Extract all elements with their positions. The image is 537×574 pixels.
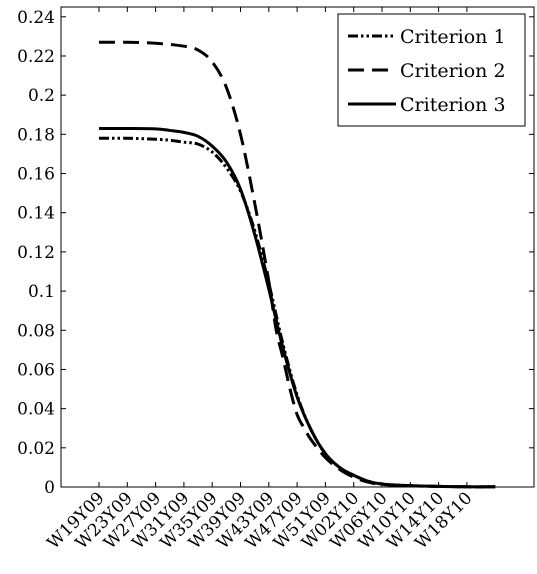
series-lines <box>98 40 496 489</box>
y-tick-label: 0.22 <box>17 47 55 67</box>
legend: Criterion 1 Criterion 2 Criterion 3 <box>337 13 526 127</box>
legend-label-criterion-1: Criterion 1 <box>400 26 506 48</box>
y-tick-label: 0.08 <box>17 321 55 341</box>
series-line-criterion-2 <box>98 40 496 489</box>
legend-label-criterion-3: Criterion 3 <box>400 94 506 116</box>
series-line-criterion-1 <box>98 136 496 489</box>
y-tick-label: 0.18 <box>17 125 55 145</box>
y-tick-label: 0.1 <box>28 282 55 302</box>
legend-label-criterion-2: Criterion 2 <box>400 60 506 82</box>
y-tick-label: 0.24 <box>17 8 55 28</box>
y-tick-label: 0.2 <box>28 86 55 106</box>
y-tick-label: 0.04 <box>17 400 55 420</box>
y-tick-label: 0.14 <box>17 204 55 224</box>
series-line-criterion-3 <box>98 126 496 489</box>
legend-box <box>337 13 526 127</box>
y-tick-label: 0 <box>44 478 55 498</box>
y-axis: 0 0.02 0.04 0.06 0.08 0.1 0.12 0.14 0.16 0.18 0.2 0… <box>17 8 534 498</box>
y-tick-label: 0.16 <box>17 165 55 185</box>
y-tick-label: 0.06 <box>17 360 55 380</box>
y-tick-label: 0.02 <box>17 439 55 459</box>
y-tick-label: 0.12 <box>17 243 55 263</box>
